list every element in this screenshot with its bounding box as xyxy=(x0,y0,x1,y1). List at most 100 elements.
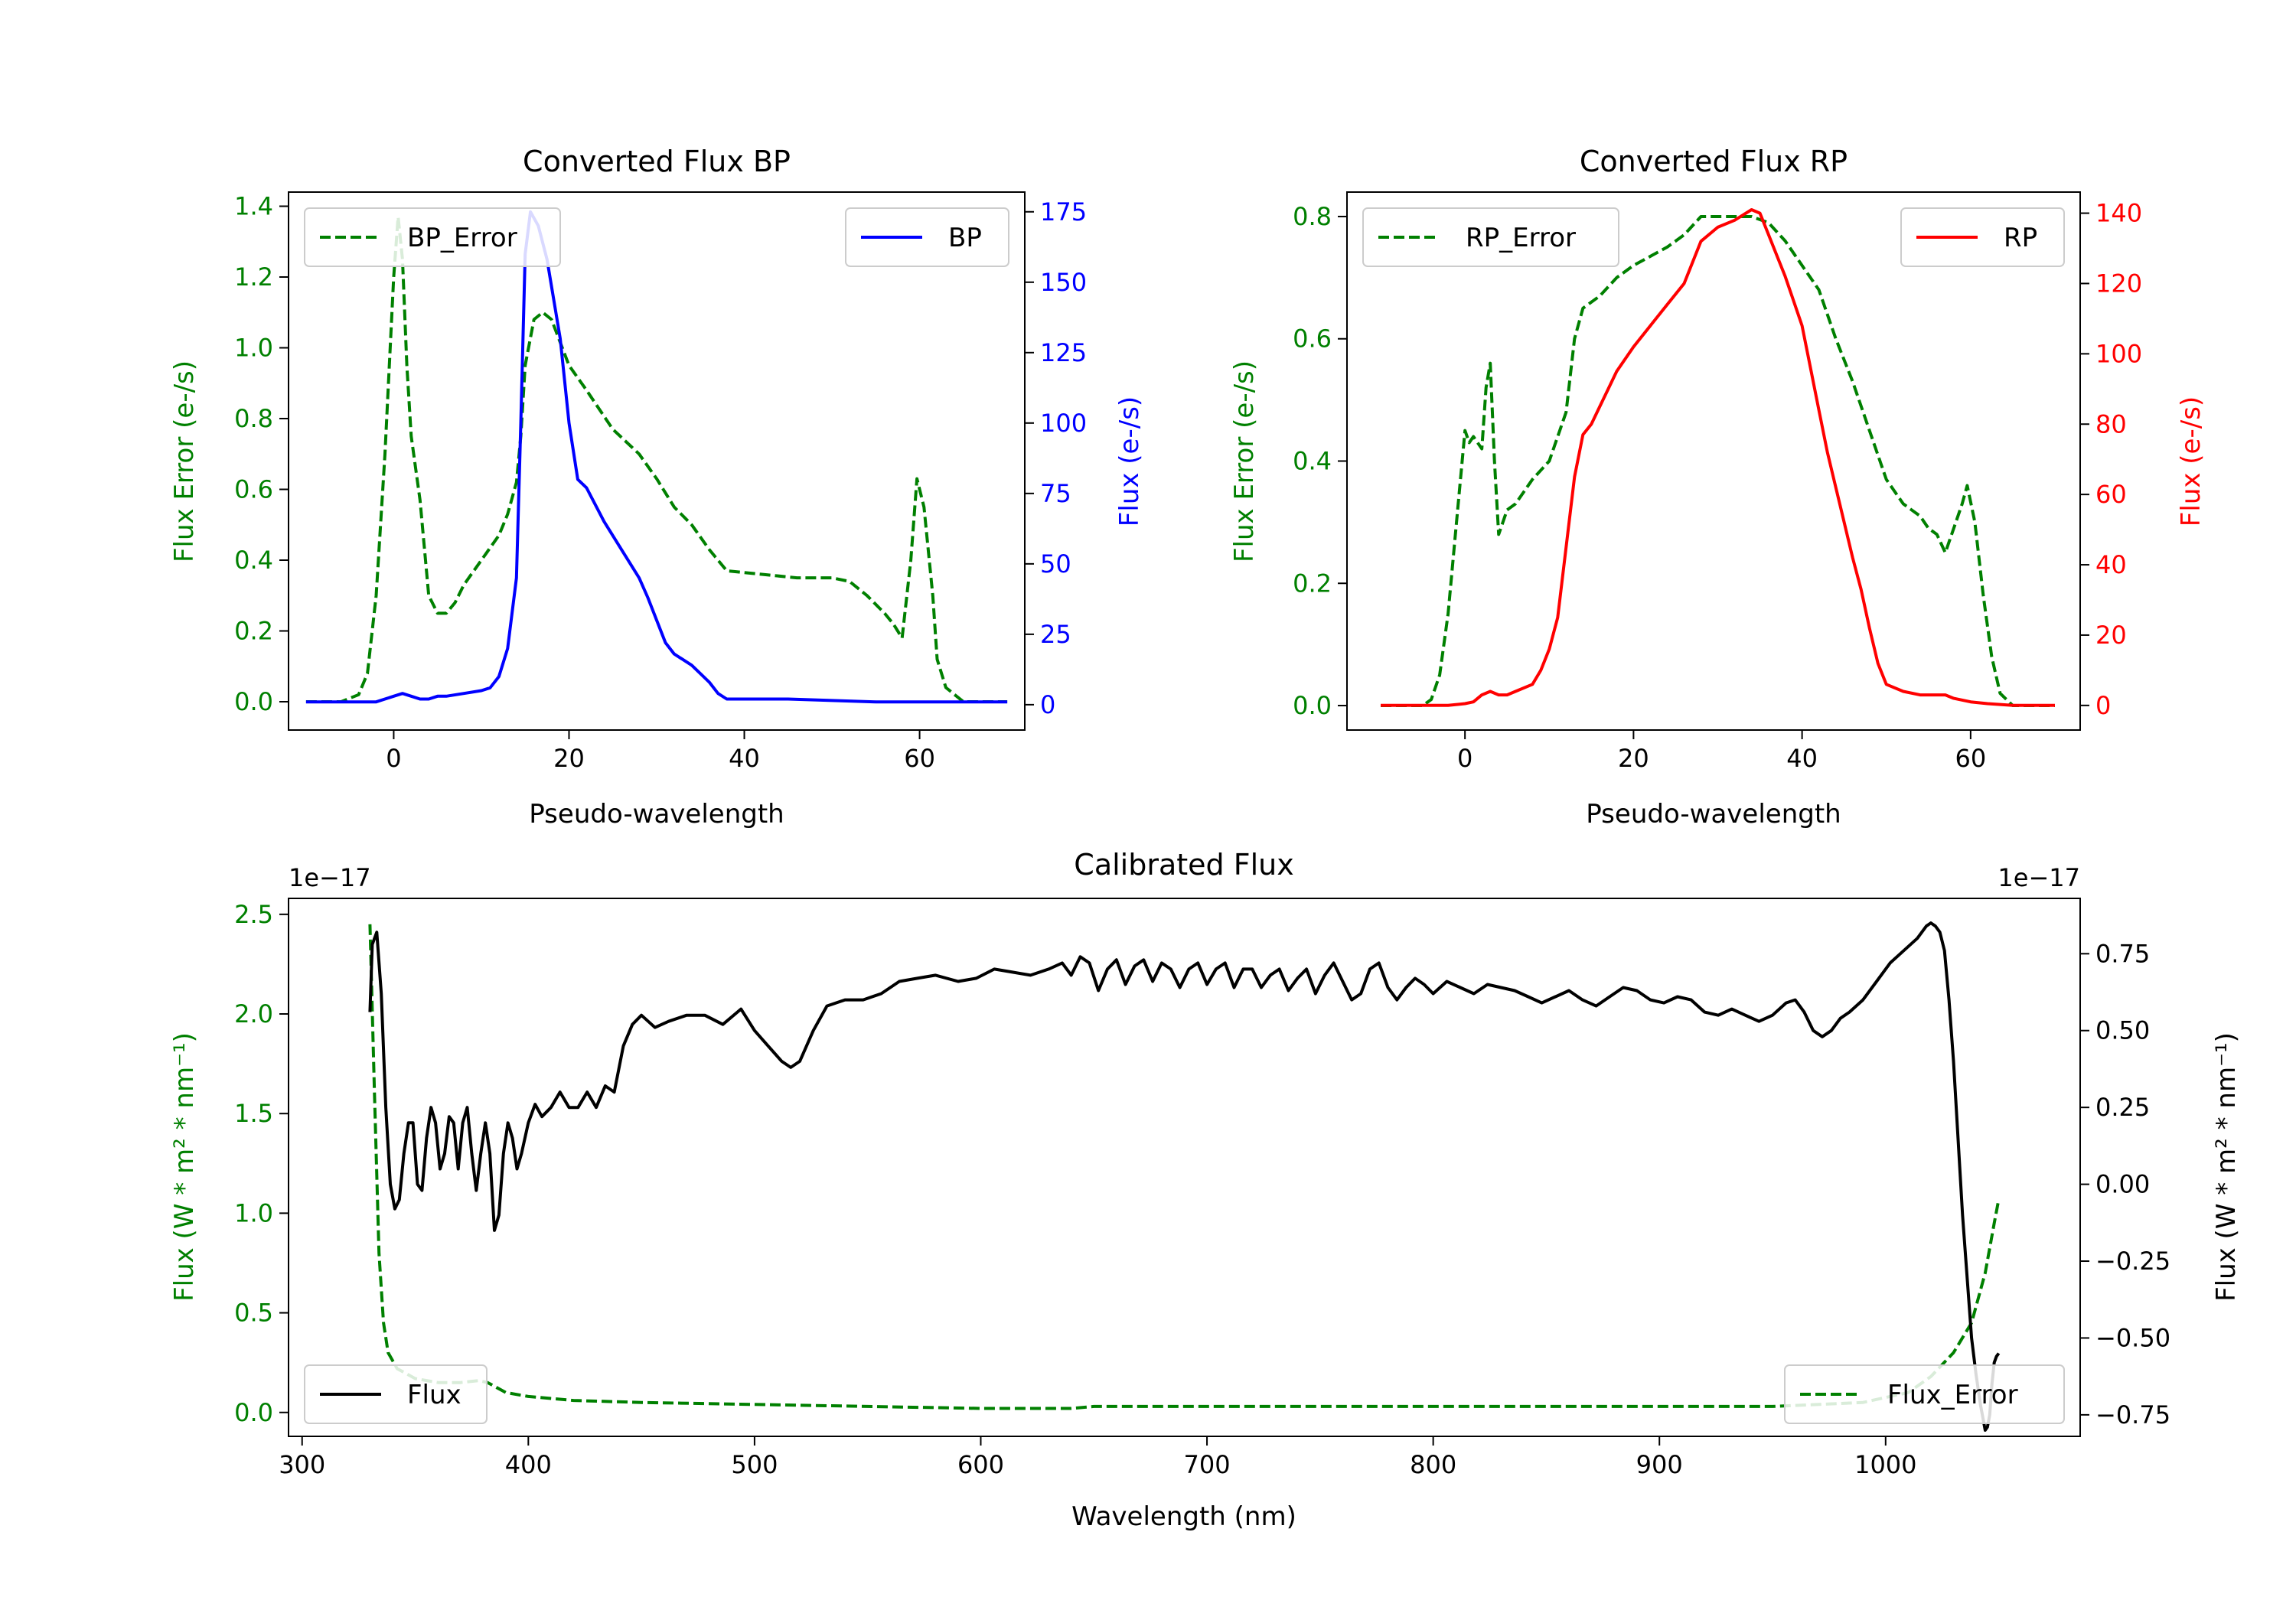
left-y-tick-label: 2.5 xyxy=(234,900,273,929)
left-y-tick-label: 0.6 xyxy=(1293,324,1332,354)
calibrated-series-flux xyxy=(368,921,2001,1432)
right-y-tick-label: 40 xyxy=(2095,550,2127,579)
left-y-tick-label: 2.0 xyxy=(234,999,273,1028)
left-y-tick-label: 1.0 xyxy=(234,1198,273,1227)
left-y-tick-label: 0.4 xyxy=(1293,447,1332,476)
rp-legend-flux-box xyxy=(1900,207,2065,267)
x-tick-label: 900 xyxy=(1636,1450,1683,1479)
calibrated-legend-error-box xyxy=(1784,1364,2065,1424)
calibrated-legend-error-label: Flux_Error xyxy=(1887,1380,2018,1410)
left-y-tick-label: 1.4 xyxy=(234,192,273,221)
left-y-tick-label: 0.2 xyxy=(234,617,273,646)
right-y-tick-label: 100 xyxy=(1040,409,1087,438)
bp-plot-area xyxy=(305,210,1008,704)
right-y-tick-label: 100 xyxy=(2095,339,2142,368)
bp-legend-error-box xyxy=(304,207,561,267)
bp-panel: 0 20 40 60 0.0 0.2 0.4 0.6 0.8 1.0 1.2 1.4 0 25 50 75 10… xyxy=(169,145,1145,830)
rp-left-axis-label: Flux Error (e-/s) xyxy=(1229,360,1260,562)
right-y-tick-label: 175 xyxy=(1040,197,1087,227)
x-tick-label: 700 xyxy=(1184,1450,1231,1479)
bp-series-bp xyxy=(305,210,1008,704)
rp-series-rp xyxy=(1381,208,2055,707)
left-y-tick-label: 1.2 xyxy=(234,262,273,292)
calibrated-legend-flux-label: Flux xyxy=(407,1380,461,1410)
x-tick-label: 20 xyxy=(1618,744,1649,773)
left-y-tick-label: 0.0 xyxy=(234,687,273,716)
right-y-tick-label: 0.00 xyxy=(2095,1170,2150,1199)
x-tick-label: 40 xyxy=(729,744,760,773)
bp-right-axis-label: Flux (e-/s) xyxy=(1114,396,1145,526)
x-tick-label: 60 xyxy=(1955,744,1986,773)
right-y-tick-label: 140 xyxy=(2095,199,2142,228)
right-y-tick-label: 20 xyxy=(2095,621,2127,650)
right-y-tick-label: 75 xyxy=(1040,479,1071,508)
rp-chart-title: Converted Flux RP xyxy=(1580,145,1848,178)
bp-legend-flux-box xyxy=(845,207,1009,267)
calibrated-panel: 300 400 500 600 700 800 900 1000 0.0 0.5 1.0 1.5 2.0… xyxy=(169,848,2242,1532)
bp-x-axis-label: Pseudo-wavelength xyxy=(529,799,784,830)
bp-axes-ticks: 0 20 40 60 0.0 0.2 0.4 0.6 0.8 1.0 1.2 1.4 0 25 50 75 10… xyxy=(234,192,1087,774)
left-y-tick-label: 0.6 xyxy=(234,475,273,504)
right-y-tick-label: 0.50 xyxy=(2095,1016,2150,1045)
rp-axes-ticks: 0 20 40 60 0.0 0.2 0.4 0.6 0.8 0 20 40 60 80 100 120 140 xyxy=(1293,199,2142,773)
calibrated-legend-flux-box xyxy=(304,1364,488,1424)
right-y-tick-label: −0.75 xyxy=(2095,1400,2170,1429)
right-y-tick-label: 80 xyxy=(2095,409,2127,438)
bp-legend-flux-label: BP xyxy=(948,223,982,253)
left-y-tick-label: 1.0 xyxy=(234,334,273,363)
x-tick-label: 40 xyxy=(1786,744,1818,773)
calibrated-legend-flux: Flux xyxy=(304,1364,488,1424)
bp-axes-frame xyxy=(288,191,1026,731)
left-y-tick-label: 0.8 xyxy=(1293,202,1332,231)
rp-axes-frame xyxy=(1346,191,2081,731)
bp-legend-error-label: BP_Error xyxy=(407,223,517,253)
rp-legend-flux: RP xyxy=(1900,207,2065,267)
x-tick-label: 60 xyxy=(904,744,935,773)
rp-panel: 0 20 40 60 0.0 0.2 0.4 0.6 0.8 0 20 40 60 80 100 120 140… xyxy=(1229,145,2206,830)
left-y-tick-label: 0.4 xyxy=(234,546,273,575)
right-y-tick-label: 0 xyxy=(2095,691,2111,720)
bp-chart-title: Converted Flux BP xyxy=(523,145,791,178)
bp-legend-flux: BP xyxy=(845,207,1009,267)
calibrated-axes-frame xyxy=(288,898,2081,1437)
bp-series-bp-error xyxy=(305,215,1008,703)
x-tick-label: 400 xyxy=(505,1450,552,1479)
left-y-tick-label: 0.0 xyxy=(234,1398,273,1427)
rp-plot-area xyxy=(1381,208,2055,707)
left-y-tick-label: 1.5 xyxy=(234,1099,273,1128)
calibrated-chart-title: Calibrated Flux xyxy=(1074,848,1293,882)
rp-legend-error-label: RP_Error xyxy=(1466,223,1576,253)
right-y-tick-label: 150 xyxy=(1040,268,1087,297)
right-y-tick-label: −0.25 xyxy=(2095,1247,2170,1276)
bp-legend-error: BP_Error xyxy=(304,207,561,267)
x-tick-label: 300 xyxy=(279,1450,325,1479)
left-y-tick-label: 0.0 xyxy=(1293,691,1332,720)
x-tick-label: 500 xyxy=(731,1450,778,1479)
calibrated-axes-ticks: 300 400 500 600 700 800 900 1000 0.0 0.5 1.0 1.5 2.0… xyxy=(234,900,2170,1479)
calibrated-x-axis-label: Wavelength (nm) xyxy=(1071,1501,1296,1532)
calibrated-right-offset-label: 1e−17 xyxy=(1998,863,2080,892)
right-y-tick-label: 0.25 xyxy=(2095,1093,2150,1122)
right-y-tick-label: 125 xyxy=(1040,338,1087,367)
x-tick-label: 0 xyxy=(1457,744,1473,773)
rp-right-axis-label: Flux (e-/s) xyxy=(2176,396,2206,526)
calibrated-left-axis-label: Flux (W * m² * nm⁻¹) xyxy=(169,1032,200,1302)
right-y-tick-label: 25 xyxy=(1040,620,1071,649)
calibrated-legend-error: Flux_Error xyxy=(1784,1364,2065,1424)
x-tick-label: 800 xyxy=(1410,1450,1456,1479)
calibrated-left-offset-label: 1e−17 xyxy=(289,863,371,892)
rp-legend-error: RP_Error xyxy=(1362,207,1619,267)
x-tick-label: 600 xyxy=(957,1450,1004,1479)
right-y-tick-label: 0.75 xyxy=(2095,939,2150,968)
right-y-tick-label: 0 xyxy=(1040,690,1055,719)
x-tick-label: 0 xyxy=(386,744,401,773)
x-tick-label: 20 xyxy=(553,744,585,773)
left-y-tick-label: 0.5 xyxy=(234,1299,273,1328)
rp-x-axis-label: Pseudo-wavelength xyxy=(1586,799,1841,830)
left-y-tick-label: 0.2 xyxy=(1293,569,1332,598)
right-y-tick-label: 120 xyxy=(2095,269,2142,298)
right-y-tick-label: 50 xyxy=(1040,549,1071,579)
x-tick-label: 1000 xyxy=(1854,1450,1916,1479)
